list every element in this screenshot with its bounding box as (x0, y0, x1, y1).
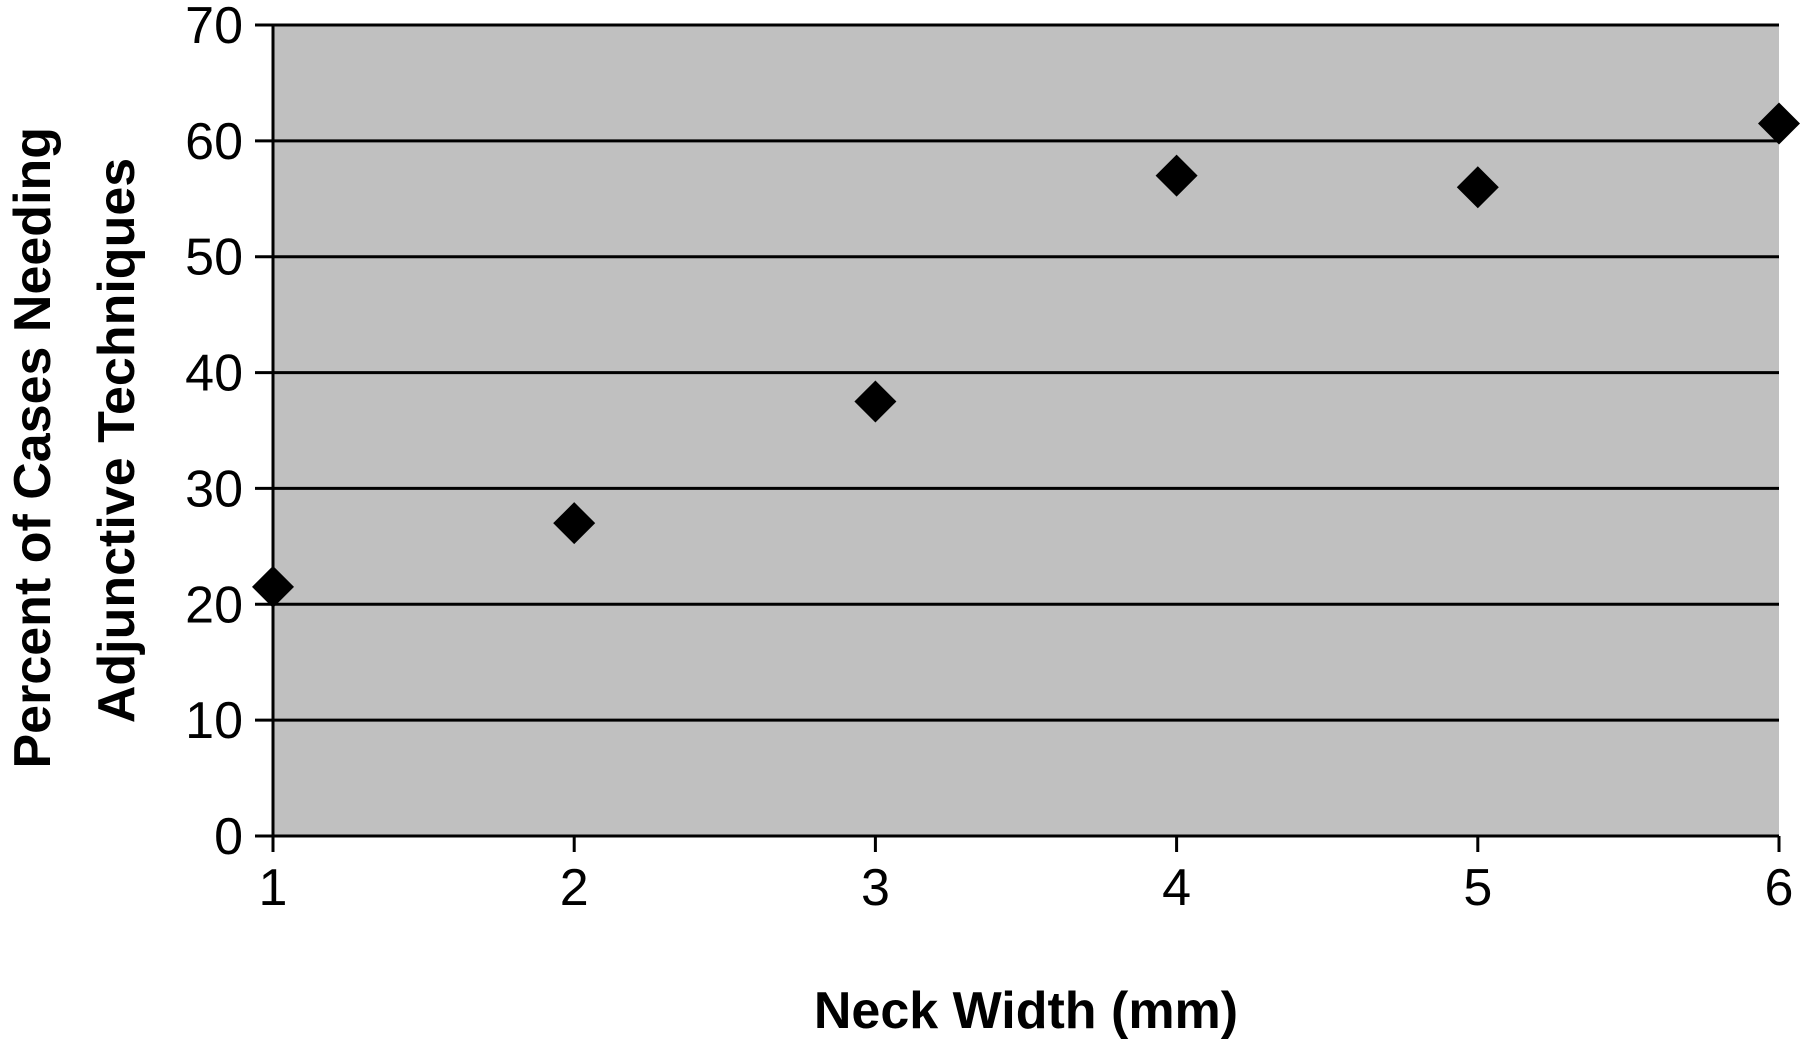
x-tick-labels: 1 2 3 4 5 6 (259, 859, 1794, 917)
data-point-4 (1155, 154, 1198, 197)
y-axis-title-line-2: Adjunctive Techniques (88, 158, 146, 723)
y-tick-label-60: 60 (185, 113, 243, 171)
y-axis-title: Percent of Cases Needing Adjunctive Tech… (4, 113, 146, 769)
y-tick-label-70: 70 (185, 0, 243, 55)
x-tick-label-2: 2 (560, 859, 589, 917)
y-tick-label-0: 0 (214, 808, 243, 866)
x-tick-label-1: 1 (259, 859, 288, 917)
data-point-5 (1456, 166, 1499, 209)
y-axis-title-line-1: Percent of Cases Needing (4, 127, 62, 769)
y-tick-labels: 0 10 20 30 40 50 60 70 (185, 0, 243, 866)
x-tick-label-4: 4 (1162, 859, 1191, 917)
data-point-3 (854, 380, 897, 423)
data-point-1 (252, 565, 294, 608)
data-points (252, 102, 1800, 608)
y-tick-label-50: 50 (185, 229, 243, 287)
y-tick-label-30: 30 (185, 460, 243, 518)
data-point-2 (553, 502, 596, 545)
x-axis-title: Neck Width (mm) (814, 982, 1238, 1040)
y-tick-label-10: 10 (185, 692, 243, 750)
x-tick-label-3: 3 (861, 859, 890, 917)
x-tick-label-6: 6 (1765, 859, 1794, 917)
gridlines (273, 23, 1779, 722)
plot-area (273, 25, 1779, 836)
axes (255, 23, 1781, 852)
y-tick-label-40: 40 (185, 345, 243, 403)
data-point-6 (1758, 102, 1800, 145)
x-tick-label-5: 5 (1463, 859, 1492, 917)
y-tick-label-20: 20 (185, 576, 243, 634)
